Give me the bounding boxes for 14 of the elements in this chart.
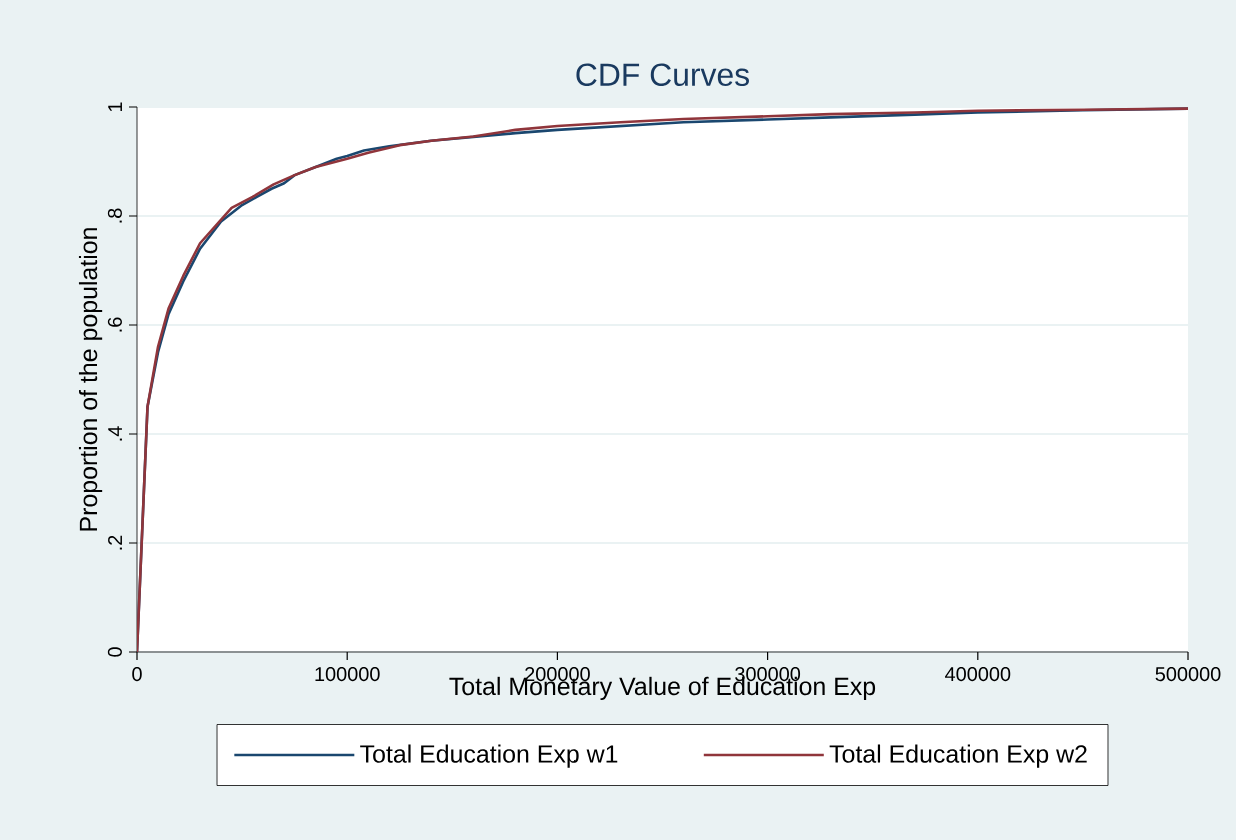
y-tick-label: .2	[108, 535, 122, 550]
x-tick-label: 0	[132, 667, 142, 682]
y-tick-label: .4	[108, 426, 122, 441]
chart-title: CDF Curves	[576, 63, 749, 86]
y-axis-title: Proportion of the population	[78, 228, 103, 531]
y-tick-label: 1	[108, 102, 122, 111]
x-tick-label: 500000	[1155, 667, 1221, 682]
y-tick-label: .8	[107, 208, 122, 223]
y-tick-label: 0	[107, 647, 122, 657]
x-tick-label: 400000	[945, 667, 1011, 682]
legend-label: Total Education Exp w2	[829, 744, 1087, 768]
x-tick-label: 100000	[315, 667, 380, 682]
legend-label: Total Education Exp w1	[360, 744, 618, 768]
y-tick-label: .6	[107, 317, 122, 332]
